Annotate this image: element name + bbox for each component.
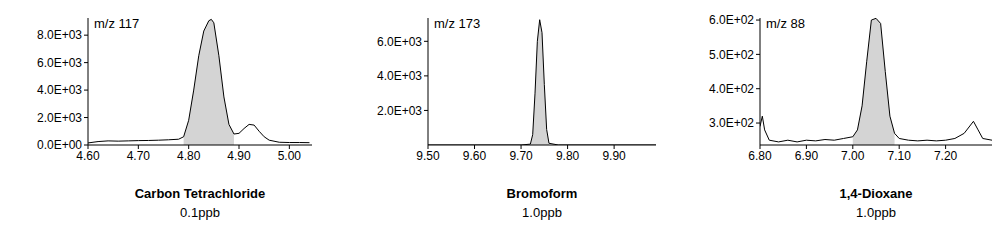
svg-text:0.0E+00: 0.0E+00: [37, 138, 82, 152]
svg-text:4.0E+02: 4.0E+02: [709, 82, 754, 96]
svg-text:4.70: 4.70: [127, 149, 151, 163]
html-text:Carbon Tetrachloride: Carbon Tetrachloride: [134, 186, 266, 201]
svg-text:9.60: 9.60: [463, 149, 487, 163]
svg-text:4.90: 4.90: [227, 149, 251, 163]
svg-text:5.0E+02: 5.0E+02: [709, 48, 754, 62]
html-text:m/z 117: m/z 117: [94, 16, 140, 31]
svg-text:9.80: 9.80: [556, 149, 580, 163]
html-text:m/z 173: m/z 173: [434, 16, 481, 31]
html-text:0.1ppb: 0.1ppb: [180, 205, 220, 220]
svg-text:6.80: 6.80: [748, 149, 772, 163]
svg-text:8.0E+03: 8.0E+03: [37, 28, 82, 42]
svg-text:7.10: 7.10: [888, 149, 912, 163]
html-text:1,4-Dioxane: 1,4-Dioxane: [839, 186, 913, 201]
svg-text:4.60: 4.60: [76, 148, 100, 163]
svg-text:5.00: 5.00: [278, 149, 302, 163]
svg-text:6.0E+03: 6.0E+03: [37, 56, 82, 70]
svg-text:2.0E+03: 2.0E+03: [377, 104, 422, 118]
svg-text:6.0E+02: 6.0E+02: [709, 13, 754, 27]
html-text:m/z 88: m/z 88: [766, 16, 805, 31]
html-text:Bromoform: Bromoform: [506, 186, 578, 201]
html-text:1.0ppb: 1.0ppb: [522, 205, 562, 220]
svg-text:6.0E+03: 6.0E+03: [377, 35, 422, 49]
svg-text:2.0E+03: 2.0E+03: [37, 111, 82, 125]
html-text:1.0ppb: 1.0ppb: [856, 205, 896, 220]
svg-text:4.0E+03: 4.0E+03: [377, 69, 422, 83]
svg-text:9.90: 9.90: [602, 149, 626, 163]
svg-text:9.50: 9.50: [416, 149, 440, 163]
svg-text:7.20: 7.20: [934, 149, 958, 163]
svg-text:9.70: 9.70: [509, 149, 533, 163]
svg-text:7.00: 7.00: [841, 149, 865, 163]
svg-text:6.90: 6.90: [795, 149, 819, 163]
svg-text:4.0E+03: 4.0E+03: [37, 83, 82, 97]
svg-text:4.80: 4.80: [177, 149, 201, 163]
svg-text:3.0E+02: 3.0E+02: [709, 116, 754, 130]
